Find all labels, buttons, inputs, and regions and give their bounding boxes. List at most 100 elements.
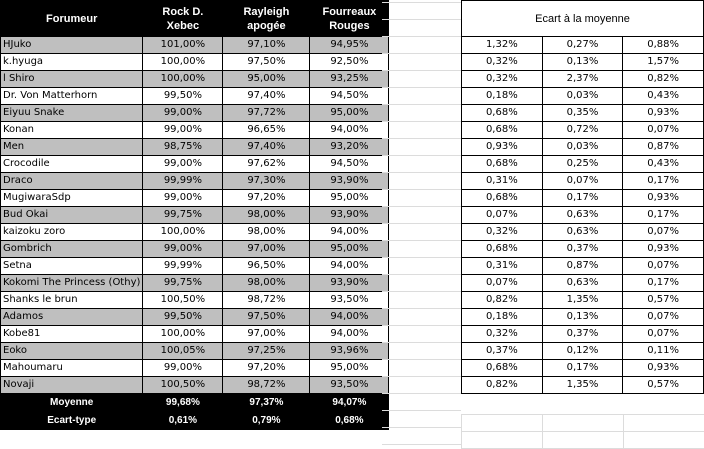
ecart-cell[interactable]: 0,03% (541, 138, 624, 156)
ecart-type-rayleigh[interactable]: 0,79% (222, 411, 311, 430)
ecart-cell[interactable]: 0,32% (461, 223, 543, 241)
ecart-cell[interactable]: 0,88% (622, 36, 704, 54)
rayleigh-cell[interactable]: 95,00% (222, 70, 311, 88)
rock-cell[interactable]: 100,00% (142, 325, 224, 343)
rock-cell[interactable]: 100,00% (142, 70, 224, 88)
ecart-cell[interactable]: 0,82% (622, 70, 704, 88)
rock-cell[interactable]: 99,00% (142, 359, 224, 377)
forumeur-cell[interactable]: Adamos (0, 308, 144, 326)
ecart-cell[interactable]: 1,35% (541, 376, 624, 394)
forumeur-cell[interactable]: Eiyuu Snake (0, 104, 144, 122)
ecart-cell[interactable]: 0,43% (622, 87, 704, 105)
ecart-cell[interactable]: 0,07% (541, 172, 624, 190)
empty-grid-area[interactable] (382, 0, 461, 449)
ecart-cell[interactable]: 0,07% (461, 274, 543, 292)
rock-cell[interactable]: 100,05% (142, 342, 224, 360)
ecart-cell[interactable]: 0,82% (461, 291, 543, 309)
ecart-type-label[interactable]: Ecart-type (0, 411, 144, 430)
ecart-cell[interactable]: 0,68% (461, 104, 543, 122)
ecart-cell[interactable]: 0,17% (622, 206, 704, 224)
fourreaux-cell[interactable]: 93,50% (309, 291, 390, 309)
ecart-cell[interactable]: 2,37% (541, 70, 624, 88)
ecart-cell[interactable]: 0,07% (461, 206, 543, 224)
rock-cell[interactable]: 100,50% (142, 291, 224, 309)
forumeur-cell[interactable]: Dr. Von Matterhorn (0, 87, 144, 105)
fourreaux-cell[interactable]: 92,50% (309, 53, 390, 71)
ecart-cell[interactable]: 1,57% (622, 53, 704, 71)
moyenne-rock[interactable]: 99,68% (142, 393, 224, 412)
rayleigh-cell[interactable]: 96,50% (222, 257, 311, 275)
rock-cell[interactable]: 99,00% (142, 189, 224, 207)
forumeur-cell[interactable]: MugiwaraSdp (0, 189, 144, 207)
rayleigh-cell[interactable]: 98,72% (222, 291, 311, 309)
rayleigh-cell[interactable]: 97,10% (222, 36, 311, 54)
ecart-cell[interactable]: 0,68% (461, 155, 543, 173)
rayleigh-cell[interactable]: 97,30% (222, 172, 311, 190)
forumeur-cell[interactable]: Setna (0, 257, 144, 275)
ecart-cell[interactable]: 0,32% (461, 70, 543, 88)
rock-cell[interactable]: 101,00% (142, 36, 224, 54)
ecart-cell[interactable]: 0,07% (622, 121, 704, 139)
rayleigh-cell[interactable]: 97,40% (222, 87, 311, 105)
rayleigh-cell[interactable]: 97,20% (222, 359, 311, 377)
forumeur-cell[interactable]: Bud Okai (0, 206, 144, 224)
ecart-cell[interactable]: 0,93% (461, 138, 543, 156)
ecart-cell[interactable]: 0,93% (622, 189, 704, 207)
fourreaux-cell[interactable]: 94,00% (309, 325, 390, 343)
ecart-cell[interactable]: 0,27% (541, 36, 624, 54)
ecart-cell[interactable]: 0,63% (541, 206, 624, 224)
rock-cell[interactable]: 100,00% (142, 53, 224, 71)
rock-cell[interactable]: 98,75% (142, 138, 224, 156)
ecart-cell[interactable]: 0,07% (622, 257, 704, 275)
rayleigh-cell[interactable]: 98,00% (222, 274, 311, 292)
ecart-cell[interactable]: 0,17% (541, 189, 624, 207)
forumeur-cell[interactable]: Novaji (0, 376, 144, 394)
header-rayleigh-apogee[interactable]: Rayleigh apogée (222, 0, 311, 37)
ecart-cell[interactable]: 0,25% (541, 155, 624, 173)
ecart-cell[interactable]: 0,18% (461, 308, 543, 326)
forumeur-cell[interactable]: Kobe81 (0, 325, 144, 343)
fourreaux-cell[interactable]: 94,00% (309, 257, 390, 275)
rock-cell[interactable]: 99,75% (142, 274, 224, 292)
forumeur-cell[interactable]: k.hyuga (0, 53, 144, 71)
ecart-title[interactable]: Ecart à la moyenne (461, 0, 704, 37)
rock-cell[interactable]: 100,50% (142, 376, 224, 394)
rock-cell[interactable]: 99,99% (142, 172, 224, 190)
fourreaux-cell[interactable]: 95,00% (309, 359, 390, 377)
rock-cell[interactable]: 99,00% (142, 104, 224, 122)
ecart-cell[interactable]: 0,32% (461, 325, 543, 343)
moyenne-fourreaux[interactable]: 94,07% (309, 393, 390, 412)
forumeur-cell[interactable]: kaizoku zoro (0, 223, 144, 241)
ecart-cell[interactable]: 0,12% (541, 342, 624, 360)
rayleigh-cell[interactable]: 97,62% (222, 155, 311, 173)
ecart-cell[interactable]: 0,18% (461, 87, 543, 105)
forumeur-cell[interactable]: Mahoumaru (0, 359, 144, 377)
forumeur-cell[interactable]: Shanks le brun (0, 291, 144, 309)
rayleigh-cell[interactable]: 97,50% (222, 308, 311, 326)
ecart-cell[interactable]: 0,57% (622, 376, 704, 394)
fourreaux-cell[interactable]: 95,00% (309, 189, 390, 207)
fourreaux-cell[interactable]: 94,00% (309, 223, 390, 241)
ecart-cell[interactable]: 0,43% (622, 155, 704, 173)
forumeur-cell[interactable]: Men (0, 138, 144, 156)
forumeur-cell[interactable]: HJuko (0, 36, 144, 54)
fourreaux-cell[interactable]: 94,00% (309, 121, 390, 139)
rock-cell[interactable]: 99,00% (142, 240, 224, 258)
ecart-cell[interactable]: 0,93% (622, 104, 704, 122)
ecart-cell[interactable]: 0,87% (622, 138, 704, 156)
rock-cell[interactable]: 99,00% (142, 121, 224, 139)
rayleigh-cell[interactable]: 97,25% (222, 342, 311, 360)
fourreaux-cell[interactable]: 93,50% (309, 376, 390, 394)
rayleigh-cell[interactable]: 96,65% (222, 121, 311, 139)
ecart-cell[interactable]: 0,35% (541, 104, 624, 122)
rock-cell[interactable]: 99,50% (142, 308, 224, 326)
ecart-cell[interactable]: 0,37% (541, 240, 624, 258)
fourreaux-cell[interactable]: 93,96% (309, 342, 390, 360)
fourreaux-cell[interactable]: 95,00% (309, 240, 390, 258)
ecart-cell[interactable]: 0,07% (622, 308, 704, 326)
ecart-cell[interactable]: 0,93% (622, 240, 704, 258)
ecart-cell[interactable]: 0,68% (461, 189, 543, 207)
fourreaux-cell[interactable]: 93,90% (309, 172, 390, 190)
ecart-cell[interactable]: 0,68% (461, 121, 543, 139)
ecart-cell[interactable]: 0,13% (541, 308, 624, 326)
